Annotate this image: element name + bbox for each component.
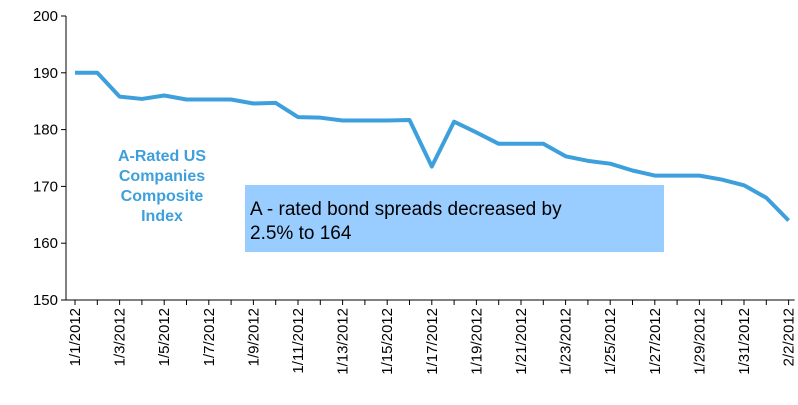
annotation-text: A - rated bond spreads decreased by [250,199,562,220]
series-label: Composite [121,188,204,205]
x-tick-label: 1/29/2012 [691,308,708,375]
x-tick-label: 1/19/2012 [468,308,485,375]
x-tick-label: 1/15/2012 [379,308,396,375]
annotation-box [245,185,664,252]
y-tick-label: 200 [33,8,58,25]
y-tick-label: 190 [33,65,58,82]
x-tick-label: 1/1/2012 [67,308,84,366]
series-label: A-Rated US [118,148,206,165]
x-tick-label: 1/7/2012 [201,308,218,366]
x-tick-label: 1/31/2012 [736,308,753,375]
x-tick-label: 1/23/2012 [558,308,575,375]
series-label: Index [141,208,183,225]
x-tick-label: 2/2/2012 [781,308,798,366]
y-tick-label: 160 [33,235,58,252]
y-tick-label: 170 [33,178,58,195]
y-tick-label: 150 [33,292,58,309]
x-tick-label: 1/27/2012 [647,308,664,375]
x-tick-label: 1/9/2012 [245,308,262,366]
x-tick-label: 1/13/2012 [335,308,352,375]
annotation-text: 2.5% to 164 [250,223,352,244]
x-tick-label: 1/21/2012 [513,308,530,375]
x-tick-label: 1/3/2012 [112,308,129,366]
data-line [75,70,791,222]
series-label: Companies [119,168,205,185]
x-tick-label: 1/5/2012 [156,308,173,366]
x-tick-label: 1/17/2012 [424,308,441,375]
x-tick-label: 1/25/2012 [602,308,619,375]
x-tick-label: 1/11/2012 [290,308,307,374]
y-tick-label: 180 [33,122,58,139]
